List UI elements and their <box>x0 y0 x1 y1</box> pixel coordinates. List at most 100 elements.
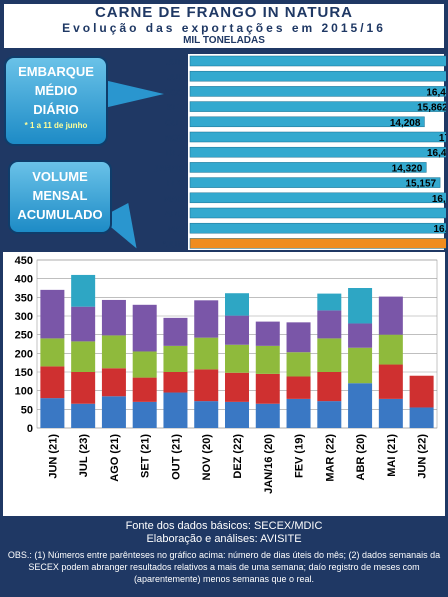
stacked-bar-segment <box>378 296 403 335</box>
y-tick-label: 400 <box>15 274 33 286</box>
hbar-value-label: 16,853 <box>433 224 446 235</box>
x-tick-label: MAI (21) <box>386 434 398 477</box>
stacked-bar-segment <box>378 334 403 365</box>
hbar-category-label: NOV <box>164 133 184 143</box>
monthly-line-1: VOLUME <box>32 169 88 184</box>
stacked-bar-segment <box>40 338 65 367</box>
x-tick-label: SET (21) <box>140 434 152 478</box>
stacked-bar-segment <box>194 300 219 338</box>
y-tick-label: 200 <box>15 348 33 360</box>
hbar-category-label: SET <box>166 103 184 113</box>
stacked-bar-segment <box>348 383 373 428</box>
daily-line-2: MÉDIO <box>34 83 78 98</box>
stacked-bar-segment <box>101 335 126 369</box>
chart-subtitle: Evolução das exportações em 2015/16 <box>62 21 386 35</box>
hbar <box>189 55 446 67</box>
x-tick-label: ABR (20) <box>355 434 367 481</box>
hbar-category-label: FEV <box>166 179 184 189</box>
stacked-bar-segment <box>225 293 249 316</box>
stacked-bar-segment <box>101 368 126 397</box>
hbar-category-label: JUN <box>166 57 184 67</box>
hbar <box>189 70 446 82</box>
stacked-bar-segment <box>317 293 342 311</box>
monthly-callout: VOLUME MENSAL ACUMULADO <box>8 160 112 234</box>
monthly-line-2: MENSAL <box>32 188 88 203</box>
stacked-bar-segment <box>194 369 219 402</box>
hbar-value-label: 17,181 <box>439 133 446 144</box>
obs-text: OBS.: (1) Números entre parênteses no gr… <box>7 550 441 584</box>
stacked-bar-segment <box>71 274 96 307</box>
hbar-category-label: JUL <box>167 72 185 82</box>
stacked-bar-segment <box>132 304 157 352</box>
hbar <box>189 131 446 143</box>
hbar-category-label: MAR <box>164 194 185 204</box>
stacked-bar-segment <box>255 345 280 374</box>
monthly-line-3: ACUMULADO <box>17 207 103 222</box>
stacked-bar-segment <box>163 392 188 428</box>
stacked-bar-segment <box>348 323 373 348</box>
hbar-category-label: DEZ <box>166 148 185 158</box>
daily-shipment-chart: JUN17,682JUL17,818AGO16,422SET15,862OUT1… <box>153 54 446 250</box>
callout-pointer <box>104 80 164 108</box>
stacked-bar-segment <box>132 351 157 378</box>
stacked-bar-segment <box>409 375 434 408</box>
stacked-bar-segment <box>194 337 219 370</box>
hbar-value-label: 15,862 <box>417 103 446 114</box>
stacked-bar-segment <box>225 372 249 402</box>
x-tick-label: DEZ (22) <box>232 434 244 479</box>
stacked-bar-segment <box>101 299 126 336</box>
y-tick-label: 350 <box>15 292 33 304</box>
stacked-bar-segment <box>286 376 311 399</box>
stacked-bar-segment <box>132 377 157 402</box>
x-tick-label: AGO (21) <box>109 434 121 482</box>
hbar-value-label: 14,320 <box>392 163 423 174</box>
stacked-bar-segment <box>378 398 403 428</box>
stacked-bar-segment <box>163 345 188 372</box>
x-tick-label: JUN (22) <box>417 434 429 479</box>
footer: Fonte dos dados básicos: SECEX/MDIC Elab… <box>0 520 448 585</box>
stacked-bar-segment <box>317 401 342 428</box>
y-tick-label: 150 <box>15 367 33 379</box>
stacked-bar-segment <box>71 341 96 372</box>
hbar-value-label: 16,756 <box>432 194 446 205</box>
y-tick-label: 300 <box>15 311 33 323</box>
x-tick-label: OUT (21) <box>170 434 182 480</box>
stacked-bar-segment <box>348 288 373 324</box>
hbar-category-label: AGO <box>163 87 184 97</box>
hbar-value-label: 16,422 <box>426 87 446 98</box>
daily-callout: EMBARQUE MÉDIO DIÁRIO * 1 a 11 de junho <box>4 56 108 146</box>
chart-title: CARNE DE FRANGO IN NATURA <box>94 4 354 21</box>
daily-line-3: DIÁRIO <box>33 102 79 117</box>
daily-note: * 1 a 11 de junho <box>24 121 88 130</box>
stacked-bar-segment <box>286 352 311 377</box>
y-tick-label: 0 <box>27 423 33 435</box>
stacked-bar-segment <box>255 321 280 346</box>
hbar-category-label: ABR <box>165 209 185 219</box>
hbar <box>189 116 425 128</box>
stacked-bar-segment <box>40 289 65 339</box>
stacked-bar-segment <box>101 396 126 428</box>
stacked-bar-segment <box>255 403 280 428</box>
stacked-bar-segment <box>163 372 188 393</box>
x-tick-label: JUN (21) <box>47 434 59 479</box>
stacked-bar-segment <box>163 317 188 346</box>
stacked-bar-segment <box>225 344 249 373</box>
hbar-category-label: *JUN <box>162 239 184 249</box>
x-tick-label: JUL (23) <box>78 434 90 478</box>
stacked-bar-segment <box>132 401 157 428</box>
y-tick-label: 250 <box>15 330 33 342</box>
stacked-bar-segment <box>71 306 96 342</box>
hbar-category-label: MAI <box>168 224 185 234</box>
hbar-value-label: 15,157 <box>405 179 436 190</box>
stacked-bar-segment <box>317 310 342 339</box>
hbar-category-label: JAN/16 <box>153 163 184 173</box>
stacked-bar-segment <box>409 407 434 428</box>
hbar-category-label: OUT <box>165 118 185 128</box>
header: CARNE DE FRANGO IN NATURA Evolução das e… <box>3 3 445 49</box>
stacked-bar-segment <box>40 366 65 399</box>
stacked-bar-segment <box>286 322 311 353</box>
y-tick-label: 450 <box>15 255 33 267</box>
stacked-bar-segment <box>286 398 311 428</box>
stacked-bar-segment <box>317 338 342 372</box>
hbar-value-label: 16,461 <box>427 148 446 159</box>
